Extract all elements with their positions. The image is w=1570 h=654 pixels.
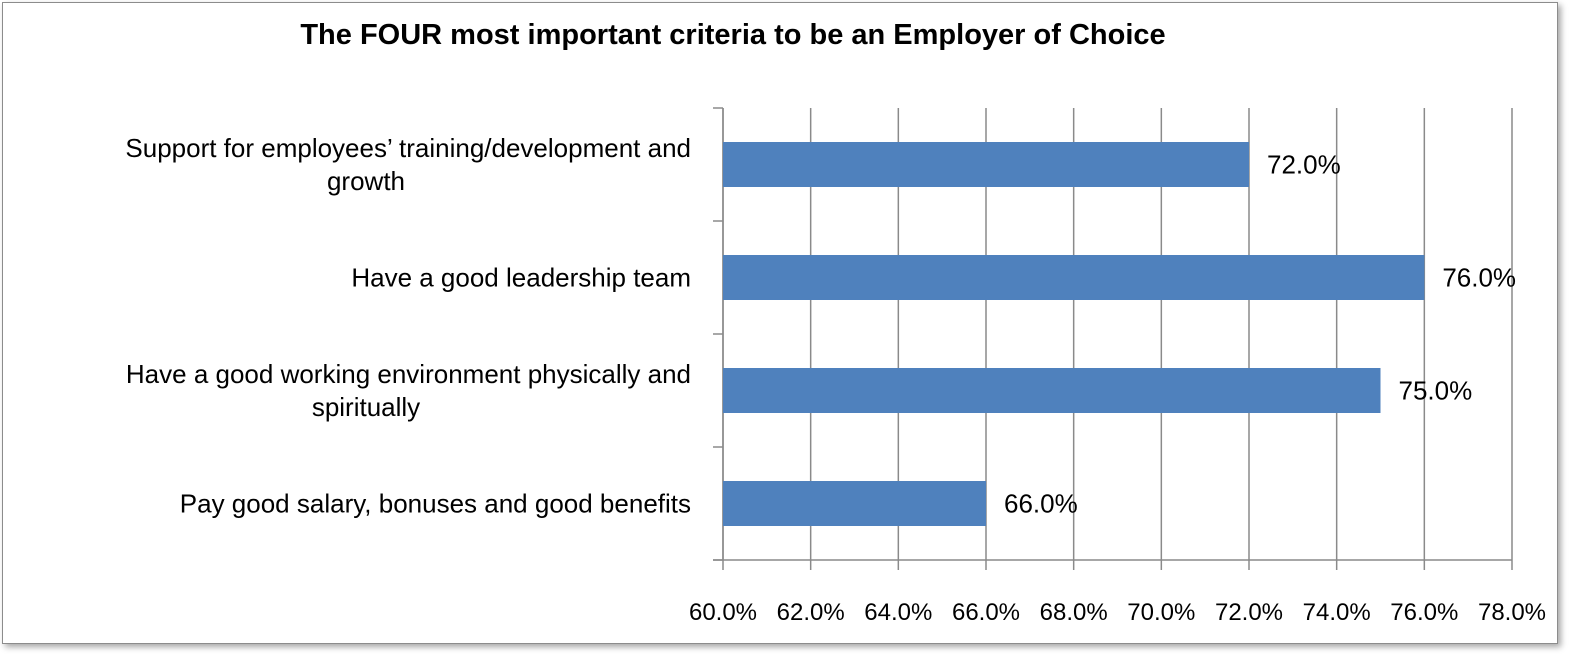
x-tick-label: 74.0%	[1303, 599, 1371, 626]
bar	[723, 481, 986, 526]
x-tick-label: 76.0%	[1390, 599, 1458, 626]
bar	[723, 255, 1425, 300]
x-tick-label: 66.0%	[952, 599, 1020, 626]
x-tick-label: 62.0%	[777, 599, 845, 626]
chart-frame: The FOUR most important criteria to be a…	[2, 2, 1558, 644]
x-tick-label: 70.0%	[1127, 599, 1195, 626]
category-label: growth	[327, 166, 405, 196]
bar	[723, 368, 1381, 413]
category-label: Support for employees’ training/developm…	[125, 133, 691, 163]
category-label: spiritually	[312, 392, 420, 422]
x-tick-label: 78.0%	[1478, 599, 1546, 626]
x-tick-label: 64.0%	[864, 599, 932, 626]
data-label: 76.0%	[1442, 263, 1516, 293]
bar	[723, 142, 1249, 187]
data-label: 75.0%	[1399, 376, 1473, 406]
chart-title: The FOUR most important criteria to be a…	[300, 19, 1166, 51]
data-label: 72.0%	[1267, 150, 1341, 180]
category-label: Pay good salary, bonuses and good benefi…	[180, 489, 691, 519]
category-label: Have a good leadership team	[351, 263, 691, 293]
x-tick-label: 72.0%	[1215, 599, 1283, 626]
x-tick-label: 60.0%	[689, 599, 757, 626]
x-tick-label: 68.0%	[1040, 599, 1108, 626]
category-label: Have a good working environment physical…	[126, 359, 691, 389]
data-label: 66.0%	[1004, 489, 1078, 519]
